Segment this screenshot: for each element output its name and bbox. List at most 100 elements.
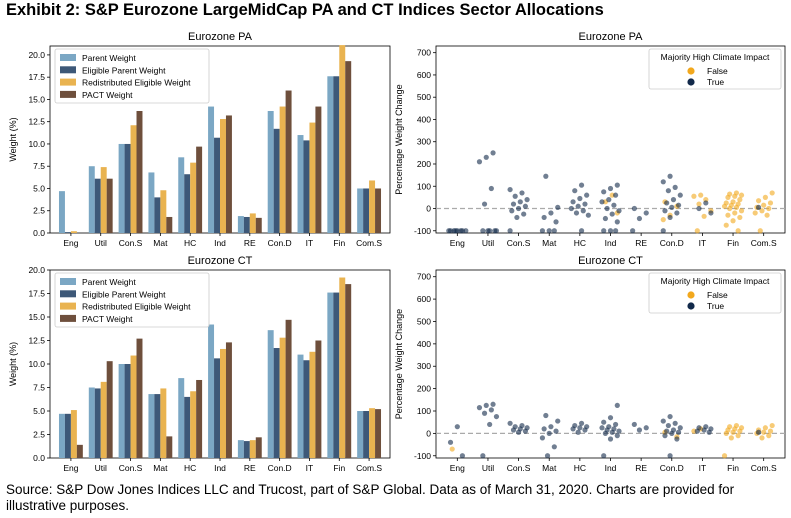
bar-eligible-parent-weight (154, 394, 161, 458)
bar-pact-weight (315, 340, 322, 458)
y-tick-label: 15.0 (28, 312, 45, 322)
x-tick-label: Ind (214, 463, 226, 473)
y-tick-label: 7.5 (33, 383, 45, 393)
x-tick-label: Eng (450, 238, 465, 248)
y-tick-label: 2.5 (33, 206, 45, 216)
point-true-ind (609, 211, 615, 217)
point-true-ind (602, 430, 609, 436)
legend-label: True (707, 77, 724, 87)
bar-pact-weight (106, 361, 113, 458)
y-tick-label: 400 (417, 114, 431, 124)
point-true-cons (515, 205, 522, 212)
point-false-fin (737, 428, 743, 434)
x-tick-label: Con.D (268, 238, 292, 248)
y-tick-label: 200 (417, 159, 431, 169)
point-true-cons (510, 427, 517, 433)
legend-label: Redistributed Eligible Weight (82, 302, 191, 312)
point-false-fin (725, 212, 731, 218)
legend-swatch (60, 78, 76, 86)
point-true-eng (454, 424, 460, 430)
y-tick-label: 17.5 (28, 72, 45, 82)
legend-box (54, 272, 210, 328)
y-tick-label: 12.5 (28, 117, 45, 127)
y-tick-label: 7.5 (33, 161, 45, 171)
bar-parent-weight (88, 387, 95, 458)
legend-label: Eligible Parent Weight (82, 289, 166, 299)
point-true-mat (541, 426, 547, 432)
x-tick-label: HC (184, 238, 196, 248)
point-true-ind (614, 182, 620, 188)
x-tick-label: Eng (63, 238, 78, 248)
bar-pact-weight (255, 217, 262, 233)
point-true-it (706, 429, 712, 435)
x-tick-label: Mat (542, 463, 557, 473)
point-true-cond (664, 428, 670, 434)
point-false-fin (732, 210, 738, 216)
y-tick-label: 17.5 (28, 289, 45, 299)
point-true-mat (546, 430, 552, 436)
x-tick-label: Util (482, 463, 494, 473)
point-true-util (476, 405, 483, 411)
point-true-cond (662, 208, 668, 214)
chart-title: Eurozone PA (188, 31, 253, 43)
y-tick-label: 12.5 (28, 336, 45, 346)
point-false-fin (737, 197, 743, 203)
legend-label: Redistributed Eligible Weight (82, 78, 191, 88)
point-true-eng (458, 228, 464, 234)
point-true-eng (451, 228, 457, 234)
bar-eligible-parent-weight (243, 441, 250, 458)
bar-parent-weight (178, 157, 185, 233)
point-true-util (488, 407, 494, 413)
legend-box (54, 48, 210, 104)
x-tick-label: Com.S (356, 238, 382, 248)
bar-redistributed-eligible-weight (249, 440, 256, 458)
point-true-cond (669, 430, 675, 436)
bar-pact-weight (375, 409, 382, 458)
point-true-eng (459, 453, 466, 459)
bar-parent-weight (118, 143, 125, 233)
point-true-cond (677, 425, 683, 431)
point-true-coms (755, 204, 762, 210)
point-true-ind (613, 228, 619, 234)
x-tick-label: Fin (727, 463, 739, 473)
point-true-cons (524, 197, 530, 203)
x-tick-label: RE (244, 238, 256, 248)
x-tick-label: Com.S (751, 463, 777, 473)
x-tick-label: Con.D (268, 463, 292, 473)
point-true-cond (660, 179, 666, 185)
legend-marker (687, 291, 695, 299)
x-tick-label: Eng (450, 463, 465, 473)
point-true-cond (677, 192, 683, 198)
point-true-eng (446, 228, 452, 234)
bar-redistributed-eligible-weight (369, 180, 376, 233)
point-true-util (493, 413, 500, 420)
chart-1: Eurozone PA -100 0 100 200 300 400 500 600 700 Per… (394, 31, 786, 248)
point-true-cond (675, 202, 682, 208)
point-true-hc (578, 228, 585, 234)
point-true-ind (616, 208, 622, 214)
point-true-ind (606, 197, 612, 203)
point-false-coms (769, 422, 775, 429)
point-true-util (485, 228, 491, 234)
source-note: Source: S&P Dow Jones Indices LLC and Tr… (6, 482, 735, 513)
point-true-mat (553, 428, 559, 434)
x-tick-label: Mat (153, 463, 168, 473)
bar-redistributed-eligible-weight (160, 388, 167, 458)
x-tick-label: Util (482, 238, 494, 248)
point-false-eng (449, 446, 455, 452)
y-tick-label: 400 (417, 339, 431, 349)
bar-eligible-parent-weight (273, 348, 280, 458)
bar-redistributed-eligible-weight (70, 231, 77, 233)
bar-redistributed-eligible-weight (339, 45, 346, 233)
bar-eligible-parent-weight (333, 292, 340, 458)
point-false-coms (767, 200, 774, 206)
bar-pact-weight (136, 111, 143, 233)
point-false-fin (733, 204, 740, 210)
point-true-re (643, 210, 649, 216)
point-true-cond (669, 204, 675, 210)
point-true-ind (607, 415, 614, 421)
bar-parent-weight (327, 292, 334, 458)
point-true-mat (543, 412, 549, 419)
x-tick-label: Fin (333, 463, 345, 473)
chart-3: Eurozone CT -100 0 100 200 300 400 500 600 700 Per… (394, 255, 786, 473)
